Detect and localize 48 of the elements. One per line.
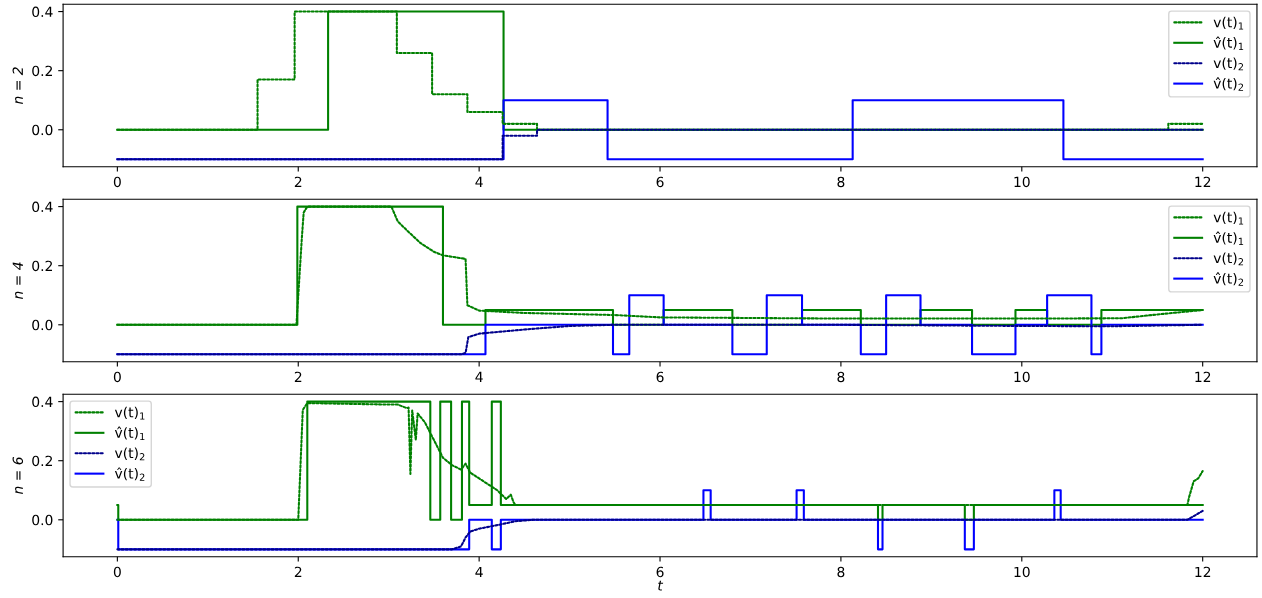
x-tick-label: 8 (837, 371, 845, 383)
y-tick-label: 0.2 (32, 65, 52, 77)
x-tick-label: 0 (113, 566, 121, 578)
y-tick-label: 0.0 (32, 514, 53, 526)
x-tick-label: 4 (475, 566, 483, 578)
legend-label: v(t)$_{2}$ (1213, 57, 1244, 71)
legend-label: v(t)$_{1}$ (1213, 211, 1244, 225)
x-tick-label: 6 (656, 176, 664, 188)
y-axis-title: n = 6 (12, 457, 24, 495)
x-tick-label: 10 (1014, 176, 1030, 188)
y-tick-label: 0.2 (32, 260, 52, 272)
line-series (116, 323, 1204, 356)
x-tick-label: 2 (294, 176, 302, 187)
x-tick-label: 8 (837, 566, 845, 578)
x-tick-label: 4 (475, 176, 483, 187)
x-tick-label: 6 (656, 566, 664, 578)
x-tick-label: 0 (113, 371, 121, 383)
x-tick-label: 12 (1195, 566, 1211, 578)
x-axis-title: t (658, 580, 664, 591)
x-tick-label: 10 (1014, 566, 1030, 578)
legend-label: v̂(t)$_{1}$ (114, 426, 145, 440)
x-tick-label: 12 (1195, 371, 1211, 382)
x-tick-label: 0 (113, 176, 121, 188)
legend-label: v̂(t)$_{2}$ (114, 467, 145, 481)
x-tick-label: 2 (294, 566, 302, 578)
y-tick-label: 0.0 (32, 319, 53, 331)
y-tick-label: 0.4 (32, 6, 53, 18)
line-series (116, 509, 1204, 551)
x-tick-label: 12 (1195, 176, 1211, 187)
y-tick-label: 0.2 (32, 455, 52, 467)
y-axis-title: n = 2 (12, 67, 23, 105)
y-tick-label: 0.4 (32, 201, 53, 213)
legend-label: v(t)$_{1}$ (114, 406, 145, 420)
legend-label: v(t)$_{2}$ (114, 447, 145, 461)
y-axis-title: n = 4 (12, 262, 23, 300)
y-tick-label: 0.4 (32, 396, 53, 408)
legend-label: v̂(t)$_{2}$ (1213, 272, 1244, 286)
legend-label: v̂(t)$_{2}$ (1213, 77, 1244, 91)
x-tick-label: 6 (656, 371, 664, 383)
x-tick-label: 4 (475, 371, 483, 382)
legend-label: v(t)$_{2}$ (1213, 252, 1244, 266)
legend-label: v̂(t)$_{1}$ (1213, 231, 1244, 245)
legend-label: v(t)$_{1}$ (1213, 16, 1244, 30)
x-tick-label: 8 (837, 176, 845, 188)
x-tick-label: 10 (1014, 371, 1030, 383)
x-tick-label: 2 (294, 371, 302, 382)
y-tick-label: 0.0 (32, 124, 53, 136)
legend-label: v̂(t)$_{1}$ (1213, 36, 1244, 50)
